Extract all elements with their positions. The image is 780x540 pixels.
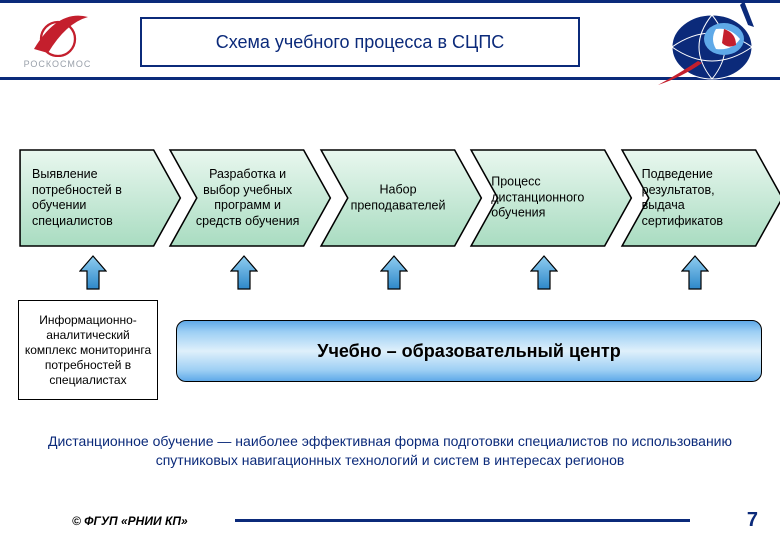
page-title: Схема учебного процесса в СЦПС	[140, 17, 580, 67]
logo-globe	[652, 0, 772, 89]
chevron-step-4: Процесс дистанционного обучения	[469, 148, 633, 248]
chevron-label: Разработка и выбор учебных программ и ср…	[190, 167, 304, 230]
up-arrow-icon	[380, 255, 408, 291]
up-arrow-icon	[681, 255, 709, 291]
chevron-step-5: Подведение результатов, выдача сертифика…	[620, 148, 780, 248]
chevron-label: Процесс дистанционного обучения	[491, 175, 607, 222]
up-arrow-icon	[230, 255, 258, 291]
logo-roscosmos: РОСКОСМОС	[10, 9, 105, 74]
up-arrow-row	[18, 255, 770, 295]
chevron-label: Выявление потребностей в обучении специа…	[32, 167, 156, 230]
chevron-step-2: Разработка и выбор учебных программ и ср…	[168, 148, 332, 248]
educational-center-box: Учебно – образовательный центр	[176, 320, 762, 382]
logo-roscosmos-caption: РОСКОСМОС	[10, 59, 105, 69]
footer: © ФГУП «РНИИ КП» 7	[0, 502, 780, 530]
chevron-label: Набор преподавателей	[341, 182, 455, 213]
chevron-step-1: Выявление потребностей в обучении специа…	[18, 148, 182, 248]
page-number: 7	[747, 509, 758, 532]
process-chevron-row: Выявление потребностей в обучении специа…	[18, 148, 770, 248]
header-bar: РОСКОСМОС Схема учебного процесса в СЦПС	[0, 0, 780, 80]
copyright-text: © ФГУП «РНИИ КП»	[72, 514, 188, 528]
footer-divider	[235, 519, 690, 522]
up-arrow-icon	[530, 255, 558, 291]
up-arrow-icon	[79, 255, 107, 291]
roscosmos-swoosh-icon	[18, 9, 98, 57]
globe-icon	[652, 0, 772, 89]
chevron-step-3: Набор преподавателей	[319, 148, 483, 248]
chevron-label: Подведение результатов, выдача сертифика…	[642, 167, 758, 230]
footnote-text: Дистанционное обучение — наиболее эффект…	[30, 432, 750, 470]
info-monitoring-box: Информационно-аналитический комплекс мон…	[18, 300, 158, 400]
bottom-row: Информационно-аналитический комплекс мон…	[18, 300, 762, 400]
